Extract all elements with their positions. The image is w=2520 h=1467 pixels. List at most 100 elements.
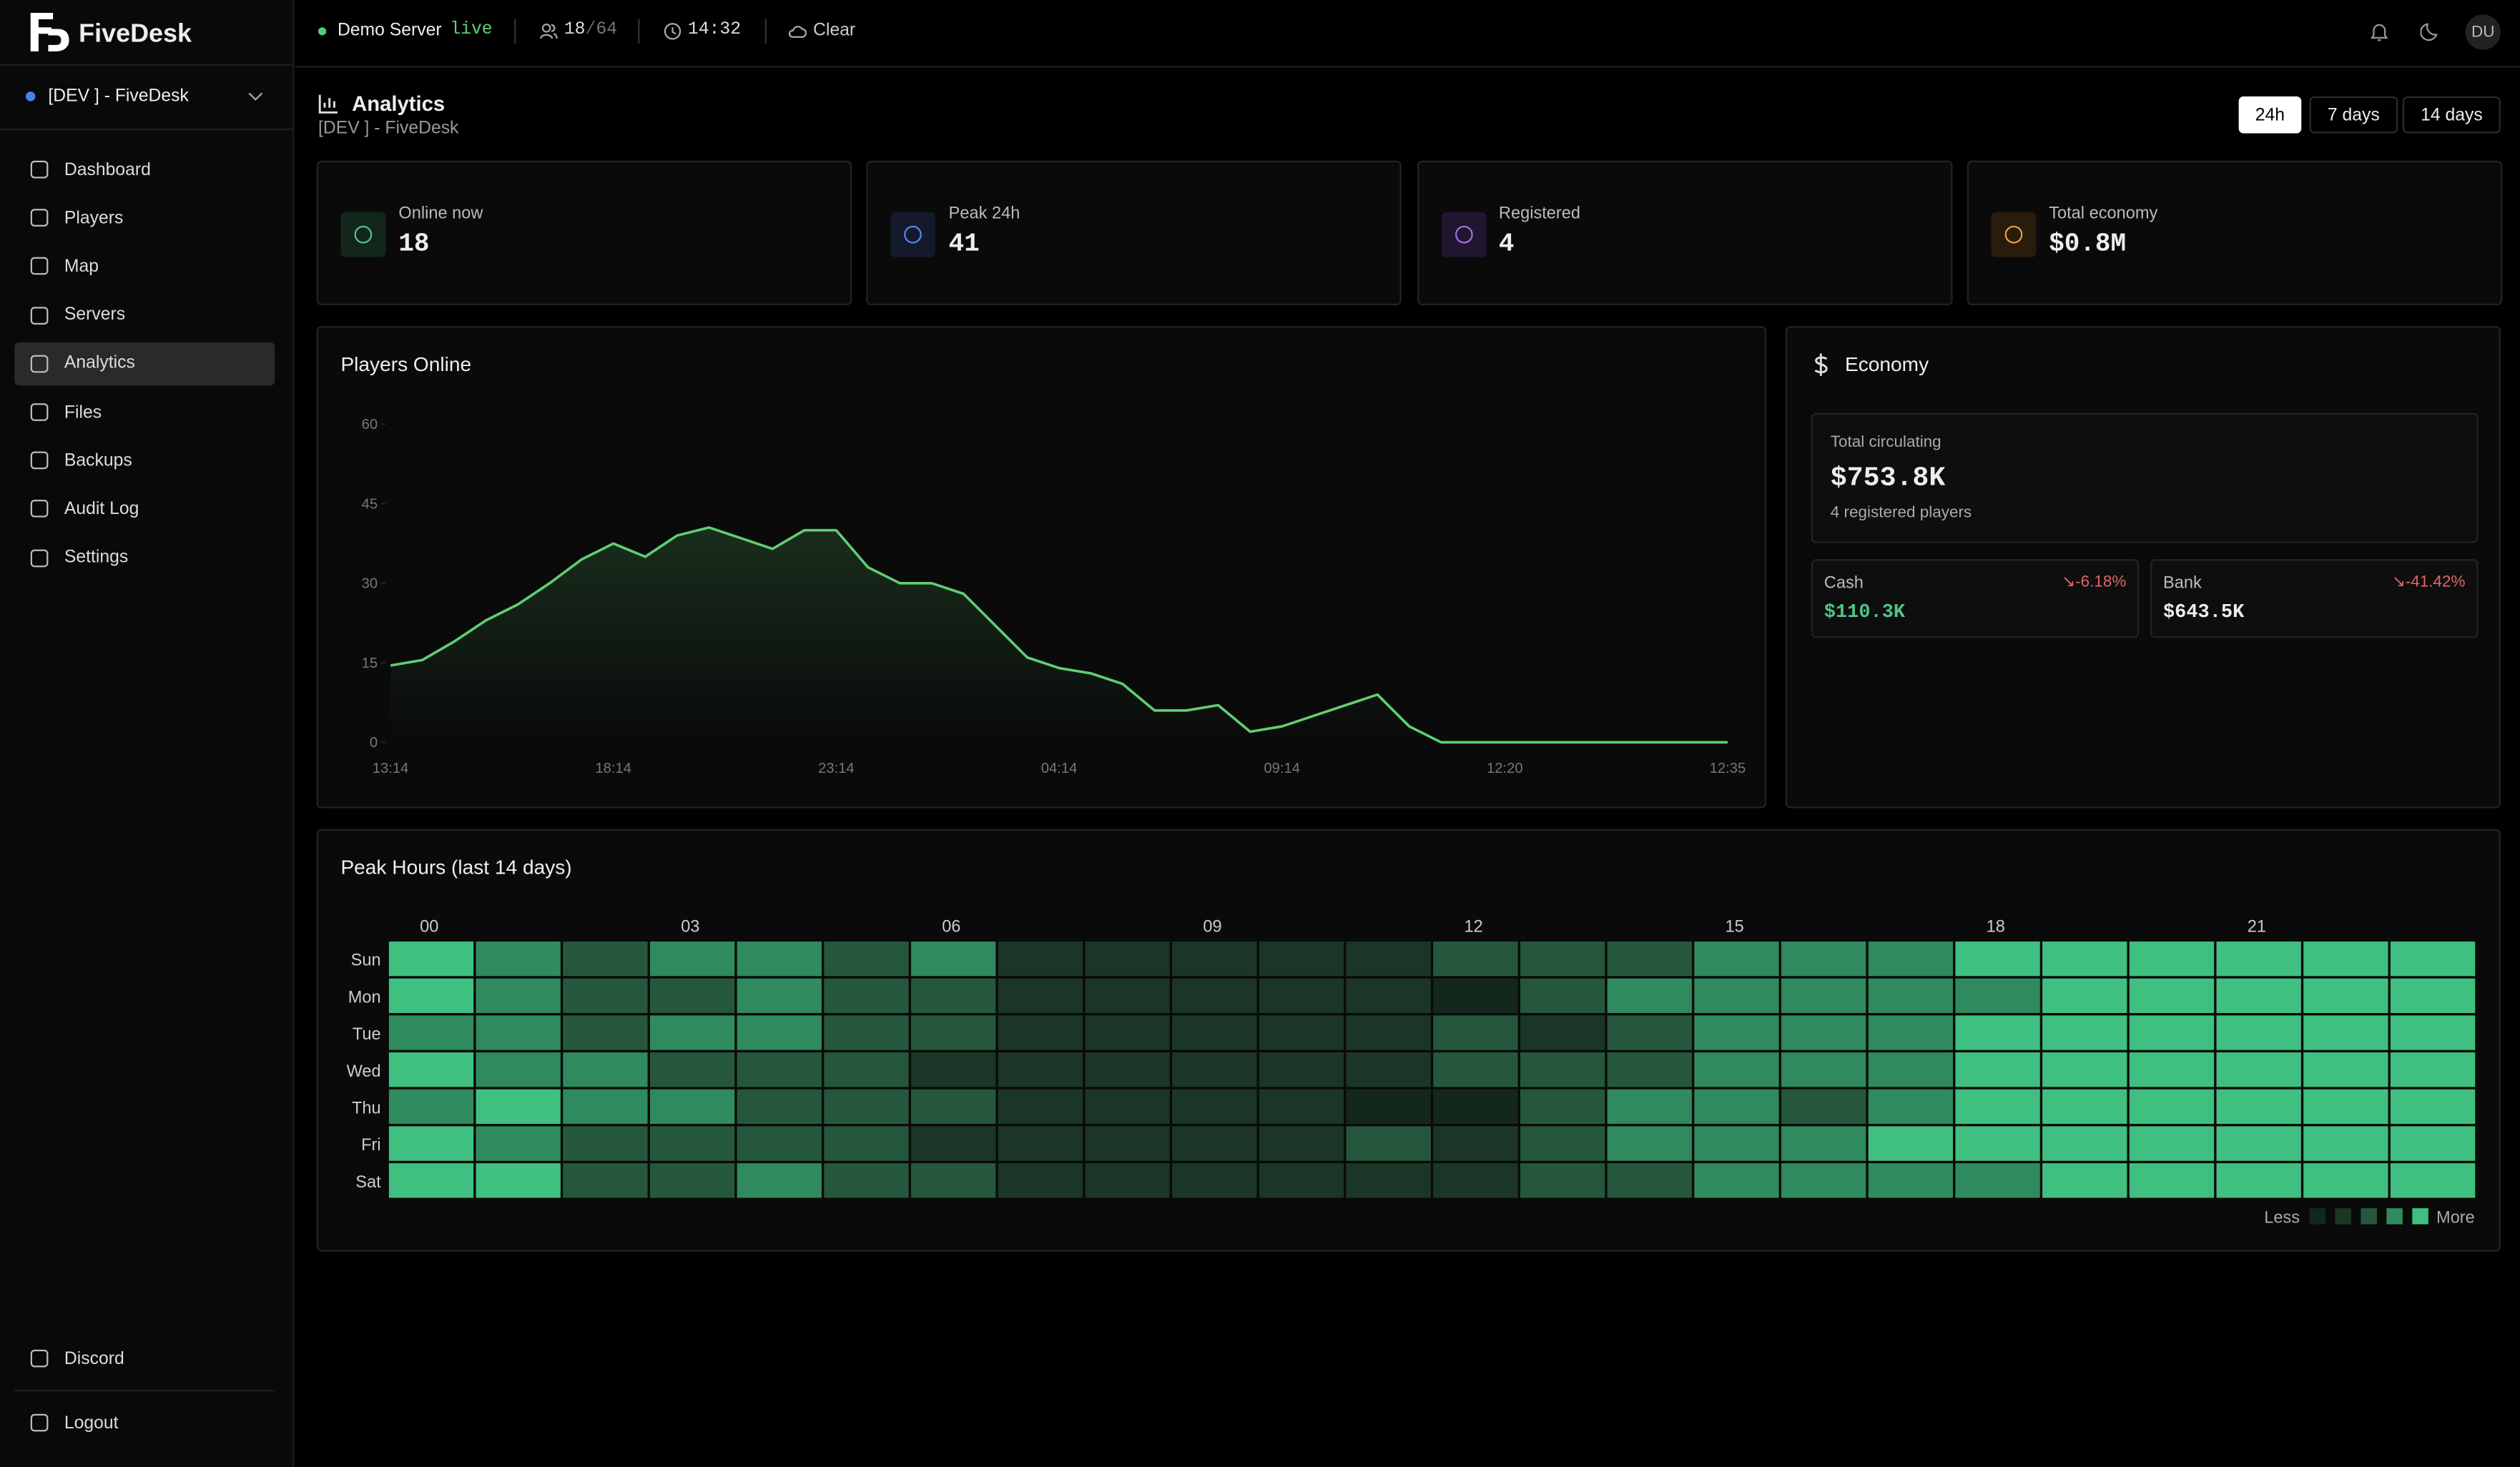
cash-panel: Cash ↘-6.18% $110.3K	[1811, 559, 2140, 638]
x-tick-label: 09:14	[1264, 761, 1300, 776]
heat-cell	[1955, 978, 2040, 1013]
heat-cell	[1868, 1163, 1954, 1198]
nav-item[interactable]: Map	[14, 244, 275, 288]
nav-item[interactable]: Dashboard	[14, 148, 275, 192]
heat-cell	[1172, 1163, 1257, 1198]
heat-cell	[388, 1163, 474, 1198]
heat-cell	[2390, 1089, 2476, 1125]
nav-item[interactable]: Settings	[14, 536, 275, 580]
heat-cell	[1955, 1052, 2040, 1087]
heat-cell	[2216, 941, 2301, 977]
divider	[14, 1390, 275, 1392]
y-tick-label: 45	[362, 496, 378, 512]
heat-cell	[824, 1126, 909, 1161]
analytics-icon	[318, 94, 338, 114]
separator	[514, 19, 516, 44]
legend-more: More	[2436, 1207, 2475, 1226]
heat-cell	[911, 1052, 996, 1087]
heat-cell	[563, 1015, 648, 1050]
heat-cell	[737, 1126, 822, 1161]
column-label: 12	[1464, 917, 1482, 935]
chevron	[248, 92, 263, 101]
nav-item[interactable]: Servers	[14, 293, 275, 337]
heat-cell	[1346, 978, 1431, 1013]
stat-card: Total economy $0.8M	[1967, 160, 2502, 306]
heat-cell	[649, 1163, 735, 1198]
range-button[interactable]: 14 days	[2402, 96, 2501, 134]
range-button[interactable]: 24h	[2238, 96, 2302, 134]
heat-cell	[2042, 1052, 2127, 1087]
heat-cell	[1781, 1163, 1866, 1198]
x-tick-label: 04:14	[1041, 761, 1078, 776]
nav-item[interactable]: Discord	[14, 1337, 275, 1380]
heat-cell	[388, 1126, 474, 1161]
heat-cell	[2390, 941, 2476, 977]
heat-cell	[1259, 1089, 1344, 1125]
stat-label: Total economy	[2049, 204, 2158, 224]
stat-card: Registered 4	[1417, 160, 1952, 306]
heat-cell	[911, 1163, 996, 1198]
nav-item[interactable]: Logout	[14, 1401, 275, 1445]
heat-cell	[1520, 1052, 1605, 1087]
heat-cell	[1781, 1126, 1866, 1161]
heat-cell	[2303, 978, 2388, 1013]
theme-toggle[interactable]	[2420, 21, 2441, 41]
brand: FiveDesk	[79, 21, 192, 49]
heat-cell	[2303, 1015, 2388, 1050]
max-players: 64	[596, 21, 618, 41]
y-tick-label: 0	[370, 735, 378, 751]
heat-cell	[476, 941, 561, 977]
heat-cell	[649, 1052, 735, 1087]
heat-cell	[1259, 941, 1344, 977]
heat-cell	[563, 1163, 648, 1198]
stat-value: $0.8M	[2049, 229, 2127, 259]
heat-cell	[563, 1052, 648, 1087]
server-status: live	[450, 21, 493, 41]
nav-label: Map	[64, 257, 99, 277]
online-dot	[318, 27, 327, 36]
heat-cell	[2216, 978, 2301, 1013]
heat-cell	[1868, 1052, 1954, 1087]
heat-cell	[2216, 1089, 2301, 1125]
server-select[interactable]: [DEV ] - FiveDesk	[48, 87, 189, 107]
heat-cell	[1346, 1052, 1431, 1087]
heat-cell	[388, 1089, 474, 1125]
economy-card: Economy Total circulating $753.8K 4 regi…	[1785, 326, 2501, 809]
heat-cell	[388, 941, 474, 977]
range-button[interactable]: 7 days	[2309, 96, 2398, 134]
user-avatar[interactable]: DU	[2465, 14, 2501, 50]
heat-cell	[911, 978, 996, 1013]
stat-value: 4	[1498, 229, 1515, 259]
legend-swatch	[2335, 1208, 2351, 1225]
weather: Clear	[813, 21, 856, 41]
nav-item[interactable]: Files	[14, 390, 275, 434]
sidebar: FiveDesk [DEV ] - FiveDesk Dashboard Play…	[0, 0, 295, 1467]
heat-cell	[1868, 941, 1954, 977]
heat-cell	[1781, 978, 1866, 1013]
heat-cell	[911, 1126, 996, 1161]
heat-cell	[2216, 1052, 2301, 1087]
stat-label: Peak 24h	[948, 204, 1020, 224]
nav-item[interactable]: Players	[14, 197, 275, 240]
heat-cell	[2303, 1089, 2388, 1125]
heat-cell	[2216, 1015, 2301, 1050]
bank-value: $643.5K	[2163, 601, 2245, 623]
stat-icon	[340, 212, 386, 257]
heat-cell	[1346, 1089, 1431, 1125]
notifications[interactable]	[2369, 21, 2390, 41]
nav-label: Logout	[64, 1413, 119, 1433]
nav-item[interactable]: Audit Log	[14, 488, 275, 531]
heat-cell	[649, 1126, 735, 1161]
column-label: 09	[1203, 917, 1221, 935]
heat-cell	[1172, 1052, 1257, 1087]
heat-cell	[2216, 1163, 2301, 1198]
heat-cell	[563, 941, 648, 977]
nav-item[interactable]: Analytics	[14, 342, 275, 385]
legend-swatch	[2412, 1208, 2428, 1225]
column-label: 15	[1726, 917, 1744, 935]
row-label: Sun	[351, 951, 381, 969]
heat-cell	[1172, 1126, 1257, 1161]
player-count: 18/64	[563, 21, 618, 41]
nav-item[interactable]: Backups	[14, 439, 275, 483]
heat-cell	[1607, 1052, 1692, 1087]
